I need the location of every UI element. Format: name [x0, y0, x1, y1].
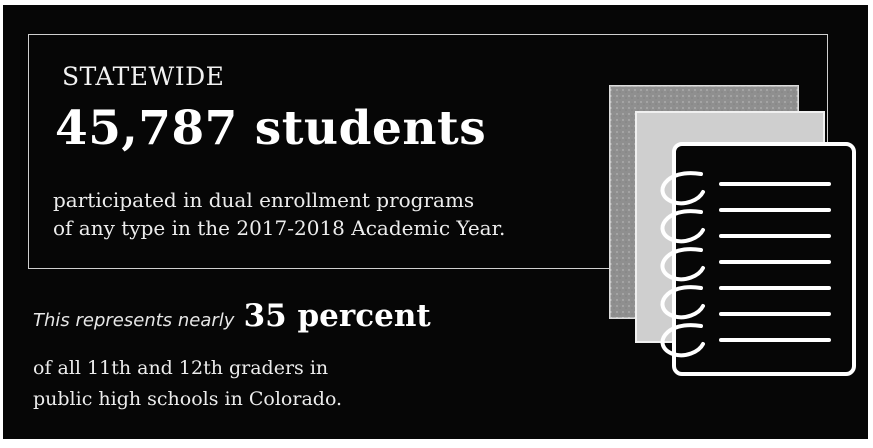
population-line-2: public high schools in Colorado.	[33, 388, 343, 410]
students-headline: 45,787 students	[55, 101, 487, 156]
statewide-kicker: STATEWIDE	[62, 62, 225, 91]
description-line-2: of any type in the 2017-2018 Academic Ye…	[53, 216, 506, 240]
ruled-lines	[719, 182, 831, 342]
population-line-1: of all 11th and 12th graders in	[33, 357, 329, 379]
front-notebook	[660, 142, 856, 376]
spiral-rings	[660, 171, 705, 358]
represents-lead-text: This represents nearly	[33, 310, 235, 331]
notebook-stack-icon	[609, 85, 856, 376]
percent-statement: This represents nearly 35 percent	[33, 298, 431, 334]
description-line-1: participated in dual enrollment programs	[53, 188, 475, 212]
percent-figure: 35 percent	[243, 298, 431, 334]
